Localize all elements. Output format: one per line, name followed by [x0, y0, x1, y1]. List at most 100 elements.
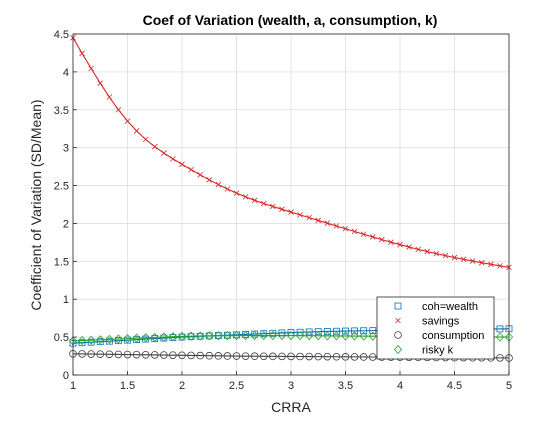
x-tick-label: 1: [70, 380, 76, 392]
data-point: [341, 331, 350, 341]
data-point: [314, 331, 323, 341]
data-point: [250, 352, 259, 361]
data-point: [296, 352, 304, 361]
data-point: [105, 334, 114, 345]
data-point: [360, 231, 367, 238]
data-point: [177, 331, 187, 341]
data-point: [141, 333, 150, 343]
y-axis-label: Coefficient of Variation (SD/Mean): [28, 99, 44, 310]
data-point: [78, 339, 86, 347]
data-point: [315, 217, 322, 224]
data-point: [359, 331, 368, 341]
data-point: [260, 200, 267, 207]
data-point: [296, 331, 305, 341]
data-point: [206, 177, 213, 183]
data-point: [415, 246, 421, 253]
data-point: [305, 328, 313, 336]
legend-item[interactable]: risky k: [393, 344, 454, 357]
legend[interactable]: coh=wealth savings consumption risky k: [376, 296, 495, 360]
data-point: [79, 50, 85, 57]
data-point: [469, 258, 476, 264]
data-point: [324, 220, 331, 226]
data-point: [323, 352, 332, 361]
data-point: [132, 333, 141, 343]
data-point: [314, 352, 323, 361]
data-point: [150, 351, 159, 359]
data-point: [251, 197, 258, 204]
data-point: [460, 256, 467, 263]
legend-box: [376, 296, 495, 360]
legend-item[interactable]: savings: [395, 316, 460, 328]
legend-label: savings: [422, 316, 460, 328]
data-point: [87, 338, 95, 346]
data-point: [224, 186, 231, 192]
data-point: [196, 331, 205, 341]
data-point: [188, 166, 194, 173]
y-tick-label: 1.5: [54, 256, 69, 268]
data-point: [424, 248, 431, 255]
data-point: [442, 252, 449, 259]
data-point: [169, 351, 177, 359]
data-point: [132, 350, 141, 359]
legend-item[interactable]: consumption: [394, 330, 485, 342]
data-point: [88, 65, 94, 72]
data-point: [268, 330, 277, 341]
data-point: [96, 350, 105, 358]
data-point: [232, 352, 241, 360]
data-point: [305, 352, 313, 361]
data-point: [277, 330, 286, 341]
data-point: [215, 181, 222, 188]
x-tick-label: 1.5: [120, 380, 135, 392]
data-point: [286, 330, 296, 341]
data-point: [105, 337, 113, 345]
legend-item[interactable]: coh=wealth: [394, 301, 478, 313]
data-point: [214, 352, 223, 360]
data-point: [123, 334, 132, 344]
data-point: [451, 254, 458, 261]
data-point: [159, 332, 168, 342]
data-point: [306, 214, 312, 221]
legend-marker: [393, 344, 403, 355]
data-point: [87, 350, 95, 358]
data-point: [260, 330, 268, 338]
data-point: [433, 250, 440, 257]
data-point: [250, 330, 259, 341]
legend-marker: [394, 331, 402, 339]
data-point: [369, 234, 376, 240]
series-savings: [70, 35, 512, 271]
legend-label: consumption: [422, 330, 484, 342]
x-tick-label: 4.5: [447, 380, 462, 392]
data-point: [141, 350, 150, 359]
data-point: [123, 350, 132, 359]
data-point: [170, 156, 176, 162]
data-point: [114, 350, 123, 359]
data-point: [160, 351, 168, 359]
data-point: [124, 118, 131, 124]
data-point: [278, 352, 286, 361]
y-tick-label: 4.5: [54, 29, 69, 41]
data-point: [305, 331, 314, 341]
data-point: [241, 352, 250, 360]
data-point: [197, 172, 203, 178]
ticks: 1 1.5 2 2.5 3 3.5 4 4.5 5 0 0.5 1 1.5 2 2.5 3 3.5 4 4.5: [54, 29, 512, 392]
data-point: [179, 161, 185, 168]
data-point: [478, 259, 485, 266]
data-point: [115, 106, 122, 113]
data-point: [241, 330, 250, 341]
data-point: [78, 350, 86, 358]
data-point: [161, 150, 167, 156]
x-tick-label: 2: [179, 380, 185, 392]
data-point: [332, 352, 341, 361]
data-point: [323, 331, 332, 341]
data-point: [187, 351, 195, 360]
x-tick-label: 4: [397, 380, 403, 392]
data-point: [270, 203, 276, 210]
y-tick-label: 0.5: [54, 332, 69, 344]
data-point: [495, 332, 504, 342]
x-tick-label: 3.5: [338, 380, 353, 392]
data-point: [242, 194, 249, 200]
data-point: [350, 331, 359, 341]
data-point: [359, 353, 368, 361]
data-point: [205, 331, 214, 341]
